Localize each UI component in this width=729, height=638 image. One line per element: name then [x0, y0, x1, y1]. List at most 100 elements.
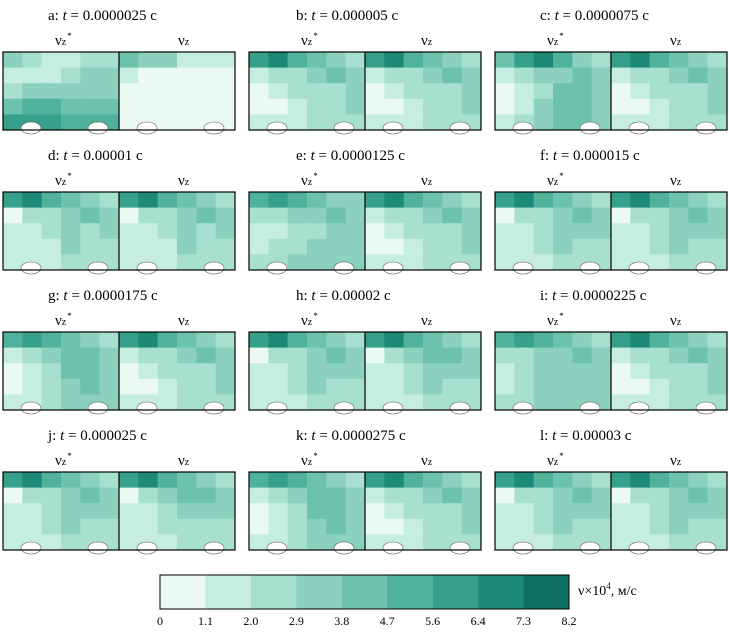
- left-half-cell: [287, 192, 308, 208]
- panel-letter: c:: [540, 8, 555, 24]
- left-half-cell: [533, 67, 554, 84]
- right-half-cell: [649, 83, 670, 100]
- right-half-cell: [138, 472, 159, 488]
- right-half-cell: [403, 332, 424, 348]
- left-half-cell: [326, 98, 347, 115]
- left-half-cell: [514, 223, 535, 240]
- label-left-nu-star-subscript: z: [307, 37, 313, 48]
- left-half-cell: [514, 52, 535, 68]
- label-left-nu-star-subscript: z: [61, 457, 67, 468]
- right-half-cell: [611, 534, 631, 551]
- low-velocity-zone: [579, 541, 601, 555]
- left-half-cell: [326, 518, 347, 535]
- right-half-cell: [138, 332, 159, 348]
- right-half-cell: [384, 192, 405, 208]
- left-half-cell: [307, 347, 327, 364]
- label-left-nu-star: νz*: [301, 311, 318, 330]
- right-half-cell: [365, 67, 385, 84]
- panel-time-value: = 0.0000075 с: [558, 8, 649, 24]
- left-half-cell: [326, 223, 347, 240]
- left-half-cell: [326, 378, 347, 395]
- left-half-cell: [495, 363, 515, 380]
- right-half-cell: [611, 238, 631, 255]
- right-half-cell: [707, 378, 728, 395]
- right-half-cell: [365, 394, 385, 411]
- left-half-cell: [591, 378, 612, 395]
- left-half-cell: [249, 347, 269, 364]
- label-left-nu-star-symbol: ν: [55, 173, 62, 189]
- colorbar-tick-label: 5.6: [425, 614, 441, 628]
- right-half-cell: [688, 378, 709, 395]
- colorbar-border: [159, 574, 570, 610]
- left-half-cell: [533, 518, 554, 535]
- left-half-cell: [99, 378, 120, 395]
- left-half-cell: [99, 487, 120, 504]
- label-left-nu-star: νz*: [55, 311, 72, 330]
- right-half-cell: [177, 534, 197, 551]
- colorbar-swatch: [387, 575, 433, 609]
- left-half-cell: [22, 347, 43, 364]
- colorbar-swatch: [341, 575, 388, 609]
- panel-time-symbol: t: [552, 288, 557, 304]
- left-half-cell: [22, 487, 43, 504]
- label-left-nu-star-subscript: z: [553, 457, 559, 468]
- left-half-cell: [533, 534, 554, 551]
- right-half-cell: [157, 52, 178, 68]
- low-velocity-zone: [449, 121, 471, 135]
- right-half-cell: [177, 192, 197, 208]
- right-half-cell: [157, 518, 178, 535]
- left-half-cell: [533, 487, 554, 504]
- left-half-cell: [287, 207, 308, 224]
- right-half-cell: [649, 52, 670, 68]
- contour-panel: [2, 191, 236, 275]
- right-half-cell: [688, 503, 709, 520]
- left-half-cell: [553, 472, 573, 488]
- left-half-cell: [345, 378, 366, 395]
- right-half-cell: [423, 363, 443, 380]
- right-half-cell: [215, 363, 236, 380]
- label-left-nu-star-symbol: ν: [301, 313, 308, 329]
- colorbar-tick-label: 1.1: [197, 614, 213, 628]
- right-half-cell: [649, 518, 670, 535]
- right-half-cell: [215, 503, 236, 520]
- left-half-cell: [99, 67, 120, 84]
- left-half-cell: [99, 98, 120, 115]
- right-half-cell: [177, 518, 197, 535]
- left-half-cell: [22, 363, 43, 380]
- right-half-cell: [215, 67, 236, 84]
- left-half-cell: [287, 394, 308, 411]
- left-half-cell: [326, 332, 347, 348]
- left-half-cell: [495, 503, 515, 520]
- right-half-cell: [365, 503, 385, 520]
- right-half-cell: [196, 223, 217, 240]
- right-half-cell: [138, 238, 159, 255]
- left-half-cell: [287, 67, 308, 84]
- low-velocity-zone: [382, 121, 404, 135]
- right-half-cell: [384, 378, 405, 395]
- left-half-cell: [495, 67, 515, 84]
- left-half-cell: [249, 378, 269, 395]
- right-half-cell: [423, 347, 443, 364]
- label-left-nu-star: νz*: [547, 311, 564, 330]
- left-half-cell: [61, 98, 81, 115]
- panel-time-symbol: t: [60, 428, 65, 444]
- left-half-cell: [61, 192, 81, 208]
- left-half-cell: [553, 487, 573, 504]
- left-half-cell: [80, 207, 101, 224]
- right-half-cell: [365, 254, 385, 271]
- right-half-cell: [215, 332, 236, 348]
- left-half-cell: [249, 238, 269, 255]
- right-half-cell: [649, 114, 670, 131]
- right-half-cell: [215, 223, 236, 240]
- left-half-cell: [495, 98, 515, 115]
- right-half-cell: [442, 378, 463, 395]
- left-half-cell: [99, 192, 120, 208]
- left-half-cell: [495, 534, 515, 551]
- right-half-cell: [403, 487, 424, 504]
- right-half-cell: [442, 332, 463, 348]
- left-half-cell: [61, 534, 81, 551]
- right-half-cell: [707, 223, 728, 240]
- right-half-cell: [461, 52, 482, 68]
- right-half-cell: [707, 332, 728, 348]
- label-left-nu-star-subscript: z: [61, 317, 67, 328]
